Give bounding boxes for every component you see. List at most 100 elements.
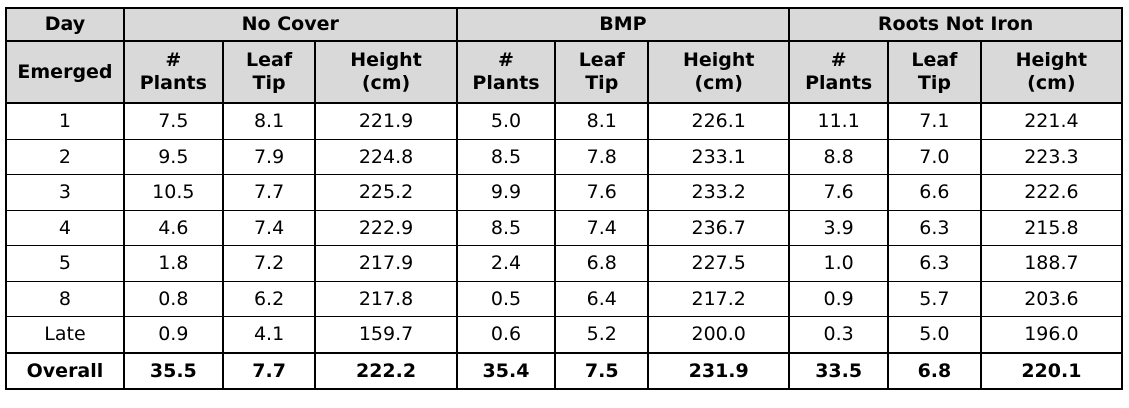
table-row: 2 9.5 7.9 224.8 8.5 7.8 233.1 8.8 7.0 223.3 bbox=[5, 138, 1124, 175]
header-line: (cm) bbox=[694, 72, 743, 94]
height-cell: 223.3 bbox=[979, 138, 1124, 175]
day-header-bottom: Emerged bbox=[5, 40, 125, 104]
height-cell: 221.9 bbox=[314, 102, 458, 140]
group-header-bmp: BMP bbox=[455, 7, 791, 42]
leaf-tip-cell: 6.3 bbox=[887, 209, 982, 246]
leaf-tip-cell: 7.1 bbox=[887, 102, 982, 140]
height-cell: 203.6 bbox=[979, 280, 1124, 317]
leaf-tip-header: Leaf Tip bbox=[554, 40, 650, 104]
leaf-tip-cell: 8.1 bbox=[554, 102, 650, 140]
height-cell: 217.8 bbox=[314, 280, 458, 317]
plants-header: # Plants bbox=[455, 40, 557, 104]
leaf-tip-cell: 7.9 bbox=[221, 138, 317, 175]
plants-header: # Plants bbox=[788, 40, 890, 104]
header-line: Height bbox=[682, 49, 755, 71]
plants-cell: 2.4 bbox=[455, 245, 557, 282]
day-header-top: Day bbox=[5, 7, 125, 42]
height-cell: 231.9 bbox=[647, 351, 791, 390]
height-cell: 188.7 bbox=[979, 245, 1124, 282]
leaf-tip-cell: 6.2 bbox=[221, 280, 317, 317]
day-cell: 4 bbox=[5, 209, 125, 246]
leaf-tip-cell: 6.3 bbox=[887, 245, 982, 282]
height-cell: 217.9 bbox=[314, 245, 458, 282]
day-cell: 1 bbox=[5, 102, 125, 140]
leaf-tip-cell: 7.7 bbox=[221, 174, 317, 211]
height-cell: 227.5 bbox=[647, 245, 791, 282]
group-header-roots-not-iron: Roots Not Iron bbox=[788, 7, 1123, 42]
height-cell: 222.6 bbox=[979, 174, 1124, 211]
height-cell: 226.1 bbox=[647, 102, 791, 140]
plants-cell: 0.3 bbox=[788, 316, 890, 353]
plants-cell: 3.9 bbox=[788, 209, 890, 246]
plants-cell: 33.5 bbox=[788, 351, 890, 390]
leaf-tip-cell: 7.2 bbox=[221, 245, 317, 282]
header-line: Leaf bbox=[911, 49, 958, 71]
plants-cell: 7.6 bbox=[788, 174, 890, 211]
plants-cell: 0.6 bbox=[455, 316, 557, 353]
plants-cell: 9.9 bbox=[455, 174, 557, 211]
leaf-tip-cell: 8.1 bbox=[221, 102, 317, 140]
group-header-no-cover: No Cover bbox=[122, 7, 458, 42]
leaf-tip-cell: 7.5 bbox=[554, 351, 650, 390]
header-line: Height bbox=[1015, 49, 1088, 71]
plants-header: # Plants bbox=[122, 40, 224, 104]
table-row: 3 10.5 7.7 225.2 9.9 7.6 233.2 7.6 6.6 222.6 bbox=[5, 174, 1124, 211]
header-line: Tip bbox=[585, 72, 619, 94]
plants-cell: 5.0 bbox=[455, 102, 557, 140]
height-cell: 215.8 bbox=[979, 209, 1124, 246]
plants-cell: 35.5 bbox=[122, 351, 224, 390]
leaf-tip-cell: 7.7 bbox=[221, 351, 317, 390]
table-row: Late 0.9 4.1 159.7 0.6 5.2 200.0 0.3 5.0 196.0 bbox=[5, 316, 1124, 353]
height-cell: 221.4 bbox=[979, 102, 1124, 140]
plants-cell: 8.8 bbox=[788, 138, 890, 175]
leaf-tip-cell: 7.4 bbox=[554, 209, 650, 246]
table-row: 5 1.8 7.2 217.9 2.4 6.8 227.5 1.0 6.3 188.7 bbox=[5, 245, 1124, 282]
leaf-tip-cell: 4.1 bbox=[221, 316, 317, 353]
height-cell: 225.2 bbox=[314, 174, 458, 211]
height-cell: 159.7 bbox=[314, 316, 458, 353]
plants-cell: 4.6 bbox=[122, 209, 224, 246]
plants-cell: 0.9 bbox=[122, 316, 224, 353]
height-cell: 217.2 bbox=[647, 280, 791, 317]
leaf-tip-cell: 5.7 bbox=[887, 280, 982, 317]
table-row: 4 4.6 7.4 222.9 8.5 7.4 236.7 3.9 6.3 215.8 bbox=[5, 209, 1124, 246]
plants-cell: 0.5 bbox=[455, 280, 557, 317]
leaf-tip-cell: 7.6 bbox=[554, 174, 650, 211]
header-line: Plants bbox=[472, 72, 540, 94]
header-line: Tip bbox=[252, 72, 286, 94]
table-row: 1 7.5 8.1 221.9 5.0 8.1 226.1 11.1 7.1 221.4 bbox=[5, 102, 1124, 140]
header-line: Height bbox=[350, 49, 422, 71]
height-cell: 200.0 bbox=[647, 316, 791, 353]
height-cell: 220.1 bbox=[979, 351, 1124, 390]
day-cell: 5 bbox=[5, 245, 125, 282]
plants-cell: 8.5 bbox=[455, 138, 557, 175]
height-cell: 222.9 bbox=[314, 209, 458, 246]
table-row: 8 0.8 6.2 217.8 0.5 6.4 217.2 0.9 5.7 203.6 bbox=[5, 280, 1124, 317]
height-cell: 233.2 bbox=[647, 174, 791, 211]
leaf-tip-header: Leaf Tip bbox=[887, 40, 982, 104]
leaf-tip-cell: 6.8 bbox=[554, 245, 650, 282]
height-header: Height (cm) bbox=[314, 40, 458, 104]
day-cell: Overall bbox=[5, 351, 125, 390]
plants-cell: 1.8 bbox=[122, 245, 224, 282]
day-cell: 8 bbox=[5, 280, 125, 317]
header-line: Leaf bbox=[578, 49, 625, 71]
plants-cell: 0.8 bbox=[122, 280, 224, 317]
header-line: Plants bbox=[805, 72, 873, 94]
header-line: # bbox=[830, 49, 847, 71]
leaf-tip-cell: 5.0 bbox=[887, 316, 982, 353]
plants-cell: 10.5 bbox=[122, 174, 224, 211]
header-line: Tip bbox=[917, 72, 951, 94]
leaf-tip-header: Leaf Tip bbox=[221, 40, 317, 104]
height-cell: 196.0 bbox=[979, 316, 1124, 353]
day-cell: 2 bbox=[5, 138, 125, 175]
height-cell: 224.8 bbox=[314, 138, 458, 175]
plants-cell: 7.5 bbox=[122, 102, 224, 140]
plants-cell: 8.5 bbox=[455, 209, 557, 246]
overall-row: Overall 35.5 7.7 222.2 35.4 7.5 231.9 33.5 6.8 22… bbox=[5, 351, 1124, 390]
day-cell: 3 bbox=[5, 174, 125, 211]
header-line: Plants bbox=[139, 72, 207, 94]
plants-cell: 11.1 bbox=[788, 102, 890, 140]
emergence-data-table: Day No Cover BMP Roots Not Iron Emerged … bbox=[5, 7, 1124, 390]
leaf-tip-cell: 6.4 bbox=[554, 280, 650, 317]
